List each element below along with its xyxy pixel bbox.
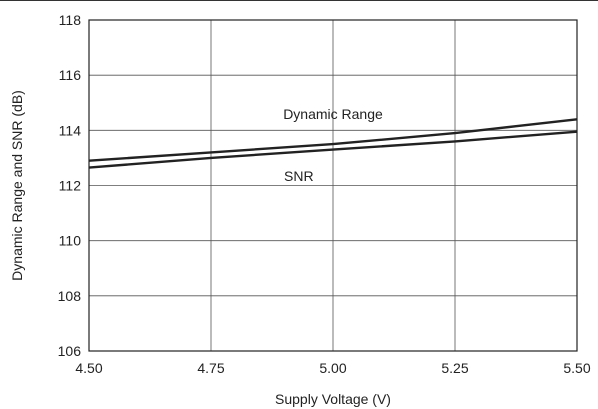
x-tick-label: 5.50	[563, 360, 590, 376]
x-tick-label: 4.75	[197, 360, 224, 376]
x-tick-label: 5.25	[441, 360, 468, 376]
y-axis-label: Dynamic Range and SNR (dB)	[9, 90, 25, 281]
series-annotation: SNR	[284, 168, 314, 184]
annotations: Dynamic Range SNR	[283, 106, 383, 184]
y-tick-label: 114	[59, 122, 82, 138]
grid	[88, 19, 578, 352]
y-tick-label: 108	[58, 288, 82, 304]
y-tick-label: 116	[59, 67, 82, 83]
series-layer	[88, 118, 578, 169]
y-tick-label: 106	[58, 343, 82, 359]
x-tick-label: 4.50	[75, 360, 102, 376]
series-line-snr	[88, 130, 578, 169]
series-annotation: Dynamic Range	[283, 106, 383, 122]
y-tick-labels: 106 108 110 112 114 116 118	[58, 12, 82, 359]
y-tick-label: 112	[59, 178, 82, 194]
plot-frame	[88, 19, 578, 352]
x-tick-label: 5.00	[319, 360, 346, 376]
y-tick-label: 118	[59, 12, 82, 28]
x-tick-labels: 4.50 4.75 5.00 5.25 5.50	[75, 360, 590, 376]
y-tick-label: 110	[59, 233, 82, 249]
series-line-dynamic-range	[88, 118, 578, 162]
x-axis-label: Supply Voltage (V)	[275, 391, 391, 407]
